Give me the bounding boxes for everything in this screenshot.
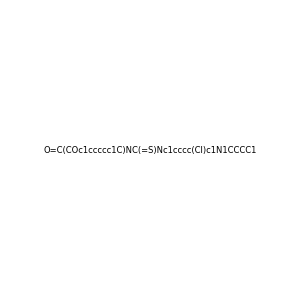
Text: O=C(COc1ccccc1C)NC(=S)Nc1cccc(Cl)c1N1CCCC1: O=C(COc1ccccc1C)NC(=S)Nc1cccc(Cl)c1N1CCC… bbox=[43, 146, 257, 154]
